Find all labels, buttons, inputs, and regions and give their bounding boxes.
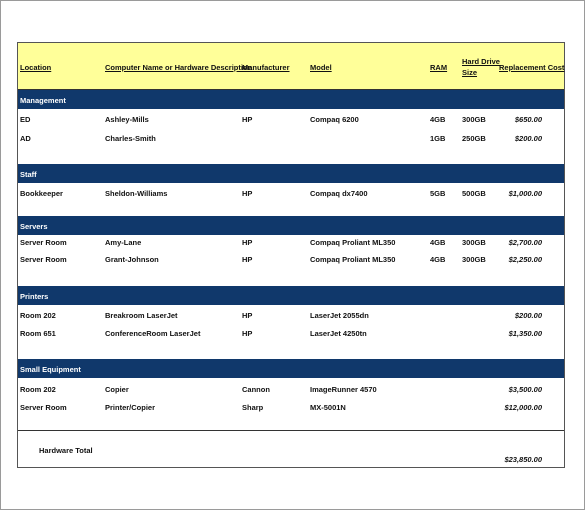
section-title: Small Equipment — [20, 365, 81, 374]
cell-ram: 1GB — [430, 134, 446, 143]
cell-computer: Copier — [105, 385, 129, 394]
header-replacement-cost: Replacement Cost — [499, 63, 565, 72]
cell-location: Bookkeeper — [20, 189, 63, 198]
section-title: Printers — [20, 292, 49, 301]
cell-ram: 4GB — [430, 115, 446, 124]
cell-cost: $650.00 — [514, 115, 542, 124]
cell-model: ImageRunner 4570 — [310, 385, 377, 394]
cell-hard-drive: 300GB — [462, 255, 486, 264]
cell-computer: Amy-Lane — [105, 238, 142, 247]
cell-model: Compaq Proliant ML350 — [310, 255, 396, 264]
cell-manufacturer: HP — [242, 255, 253, 264]
table-row: Server Room Printer/Copier Sharp MX-5001… — [18, 398, 564, 416]
cell-cost: $1,000.00 — [508, 189, 542, 198]
cell-cost: $1,350.00 — [508, 329, 542, 338]
header-manufacturer: Manufacturer — [242, 63, 290, 72]
header-model: Model — [310, 63, 332, 72]
total-label: Hardware Total — [39, 446, 93, 455]
cell-location: Server Room — [20, 403, 67, 412]
cell-manufacturer: HP — [242, 115, 253, 124]
total-divider — [18, 430, 564, 431]
cell-location: Room 202 — [20, 311, 56, 320]
header-computer-name: Computer Name or Hardware Description — [105, 63, 253, 72]
section-small-equipment: Small Equipment — [18, 359, 564, 378]
table-row: Server Room Grant-Johnson HP Compaq Prol… — [18, 250, 564, 268]
cell-ram: 4GB — [430, 255, 446, 264]
section-printers: Printers — [18, 286, 564, 305]
cell-ram: 5GB — [430, 189, 446, 198]
section-title: Management — [20, 96, 66, 105]
table-row: Room 651 ConferenceRoom LaserJet HP Lase… — [18, 324, 564, 342]
table-row: Server Room Amy-Lane HP Compaq Proliant … — [18, 233, 564, 251]
section-staff: Staff — [18, 164, 564, 183]
cell-model: LaserJet 4250tn — [310, 329, 367, 338]
cell-model: Compaq 6200 — [310, 115, 359, 124]
cell-manufacturer: Sharp — [242, 403, 264, 412]
cell-location: Server Room — [20, 238, 67, 247]
cell-computer: Sheldon-Williams — [105, 189, 168, 198]
cell-model: Compaq dx7400 — [310, 189, 368, 198]
section-title: Staff — [20, 170, 37, 179]
table-row: Bookkeeper Sheldon-Williams HP Compaq dx… — [18, 184, 564, 202]
header-hard-drive-line1: Hard Drive — [462, 57, 500, 66]
cell-location: Room 202 — [20, 385, 56, 394]
header-ram: RAM — [430, 63, 448, 72]
cell-hard-drive: 250GB — [462, 134, 486, 143]
cell-hard-drive: 500GB — [462, 189, 486, 198]
table-row: ED Ashley-Mills HP Compaq 6200 4GB 300GB… — [18, 110, 564, 128]
cell-manufacturer: Cannon — [242, 385, 270, 394]
cell-computer: Breakroom LaserJet — [105, 311, 178, 320]
cell-cost: $200.00 — [514, 134, 542, 143]
cell-computer: ConferenceRoom LaserJet — [105, 329, 201, 338]
header-hard-drive-line2: Size — [462, 68, 478, 77]
cell-ram: 4GB — [430, 238, 446, 247]
cell-cost: $2,250.00 — [508, 255, 542, 264]
section-title: Servers — [20, 222, 48, 231]
cell-computer: Ashley-Mills — [105, 115, 149, 124]
cell-manufacturer: HP — [242, 311, 253, 320]
cell-model: LaserJet 2055dn — [310, 311, 369, 320]
cell-location: Room 651 — [20, 329, 56, 338]
cell-location: Server Room — [20, 255, 67, 264]
cell-hard-drive: 300GB — [462, 238, 486, 247]
cell-manufacturer: HP — [242, 238, 253, 247]
total-value: $23,850.00 — [504, 455, 542, 464]
header-location: Location — [20, 63, 52, 72]
section-management: Management — [18, 90, 564, 109]
table-row: Room 202 Breakroom LaserJet HP LaserJet … — [18, 306, 564, 324]
cell-location: AD — [20, 134, 31, 143]
cell-cost: $3,500.00 — [508, 385, 542, 394]
section-servers: Servers — [18, 216, 564, 235]
cell-computer: Grant-Johnson — [105, 255, 159, 264]
cell-cost: $12,000.00 — [504, 403, 542, 412]
cell-computer: Charles-Smith — [105, 134, 156, 143]
table-row: Room 202 Copier Cannon ImageRunner 4570 … — [18, 380, 564, 398]
cell-cost: $200.00 — [514, 311, 542, 320]
header-row: Location Computer Name or Hardware Descr… — [18, 43, 564, 90]
cell-cost: $2,700.00 — [508, 238, 542, 247]
cell-model: MX-5001N — [310, 403, 346, 412]
cell-hard-drive: 300GB — [462, 115, 486, 124]
hardware-inventory-sheet: Location Computer Name or Hardware Descr… — [17, 42, 565, 468]
cell-computer: Printer/Copier — [105, 403, 156, 412]
cell-model: Compaq Proliant ML350 — [310, 238, 396, 247]
cell-manufacturer: HP — [242, 329, 253, 338]
cell-location: ED — [20, 115, 31, 124]
table-row: AD Charles-Smith 1GB 250GB $200.00 — [18, 129, 564, 147]
cell-manufacturer: HP — [242, 189, 253, 198]
